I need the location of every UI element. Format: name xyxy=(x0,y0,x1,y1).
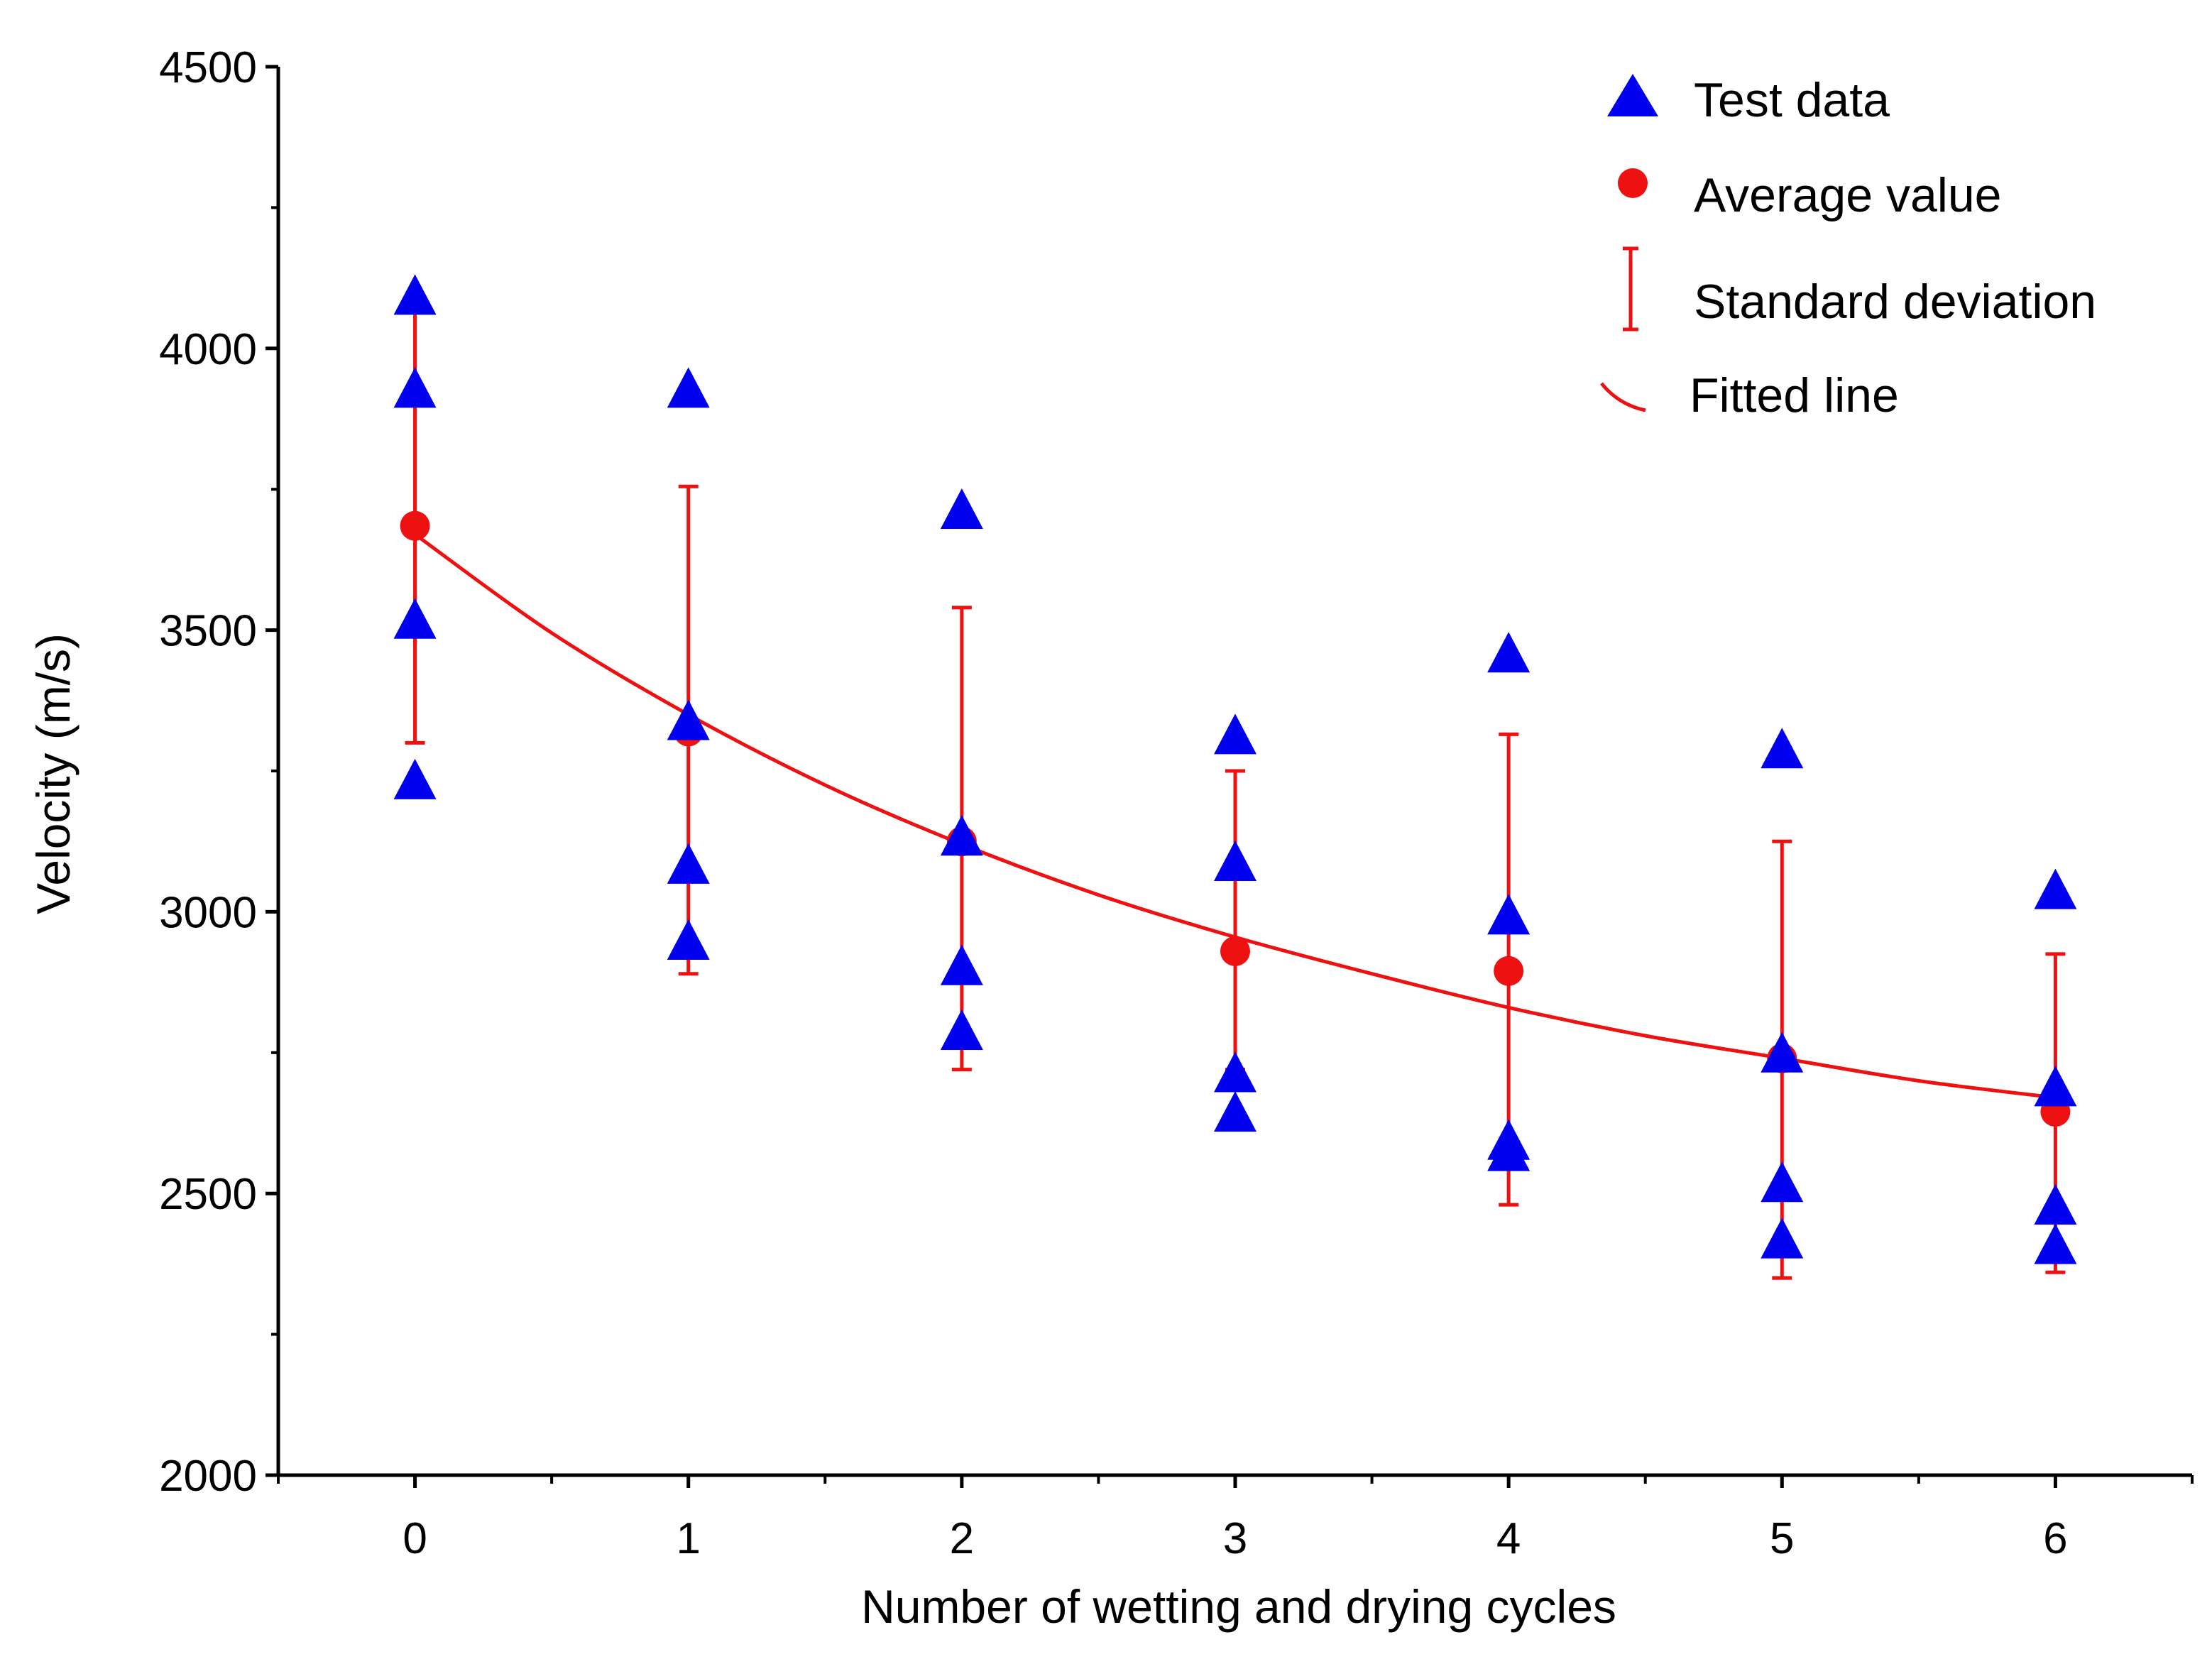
test-data-point xyxy=(1214,1091,1256,1132)
x-tick-label: 2 xyxy=(950,1514,974,1563)
test-data-point xyxy=(667,843,710,884)
test-data-point xyxy=(940,944,983,985)
average-point xyxy=(1220,936,1250,966)
legend: Test data Average value Standard deviati… xyxy=(1600,73,2096,422)
legend-errorbar-icon xyxy=(1623,246,1638,332)
test-data-point xyxy=(1487,894,1531,935)
test-data-point xyxy=(667,367,710,408)
y-axis-title: Velocity (m/s) xyxy=(27,633,80,914)
test-data-point xyxy=(393,598,437,639)
test-data-point xyxy=(940,1009,983,1051)
x-tick-label: 4 xyxy=(1496,1514,1521,1563)
test-data-point xyxy=(1487,632,1531,673)
y-axis-ticks: 2000 2500 3000 3500 4000 4500 xyxy=(159,43,278,1501)
y-tick-label: 2000 xyxy=(159,1452,257,1501)
test-data-point xyxy=(1761,1031,1804,1073)
x-tick-label: 1 xyxy=(676,1514,700,1563)
errorbar-layer xyxy=(405,310,2066,1280)
test-data-point xyxy=(1761,1217,1804,1259)
x-axis-ticks: 0 1 2 3 4 5 6 xyxy=(277,1475,2194,1563)
test-data-point xyxy=(940,488,983,529)
x-tick-label: 6 xyxy=(2043,1514,2067,1563)
test-data-layer xyxy=(393,274,2077,1264)
legend-label-average: Average value xyxy=(1694,168,2002,222)
legend-label-test-data: Test data xyxy=(1694,73,1890,127)
errorbar xyxy=(1225,769,1245,1072)
test-data-point xyxy=(393,367,437,408)
average-point xyxy=(400,510,430,541)
test-data-point xyxy=(1487,1130,1531,1171)
test-data-point xyxy=(2034,1066,2077,1107)
test-data-point xyxy=(2034,1184,2077,1225)
y-tick-label: 3000 xyxy=(159,888,257,937)
test-data-point xyxy=(1214,1051,1256,1093)
y-tick-label: 4000 xyxy=(159,325,257,374)
test-data-point xyxy=(2034,1223,2077,1264)
test-data-point xyxy=(393,758,437,799)
average-point xyxy=(1494,956,1524,986)
legend-fitted-line-icon xyxy=(1600,382,1646,412)
legend-label-fitted: Fitted line xyxy=(1690,368,1899,422)
x-tick-label: 5 xyxy=(1770,1514,1794,1563)
test-data-point xyxy=(1214,840,1256,881)
test-data-point xyxy=(940,815,983,856)
y-tick-label: 3500 xyxy=(159,607,257,656)
x-tick-label: 3 xyxy=(1223,1514,1247,1563)
legend-circle-icon xyxy=(1618,168,1648,198)
test-data-point xyxy=(667,699,710,740)
test-data-point xyxy=(2034,868,2077,909)
x-axis-title: Number of wetting and drying cycles xyxy=(861,1580,1616,1633)
y-tick-label: 2500 xyxy=(159,1170,257,1219)
y-tick-label: 4500 xyxy=(159,43,257,92)
test-data-point xyxy=(667,919,710,960)
legend-triangle-icon xyxy=(1607,74,1658,116)
test-data-point xyxy=(1761,728,1804,769)
test-data-point xyxy=(1214,713,1256,755)
test-data-point xyxy=(1761,1161,1804,1203)
test-data-point xyxy=(393,274,437,315)
legend-label-std: Standard deviation xyxy=(1694,275,2096,329)
x-tick-label: 0 xyxy=(403,1514,427,1563)
